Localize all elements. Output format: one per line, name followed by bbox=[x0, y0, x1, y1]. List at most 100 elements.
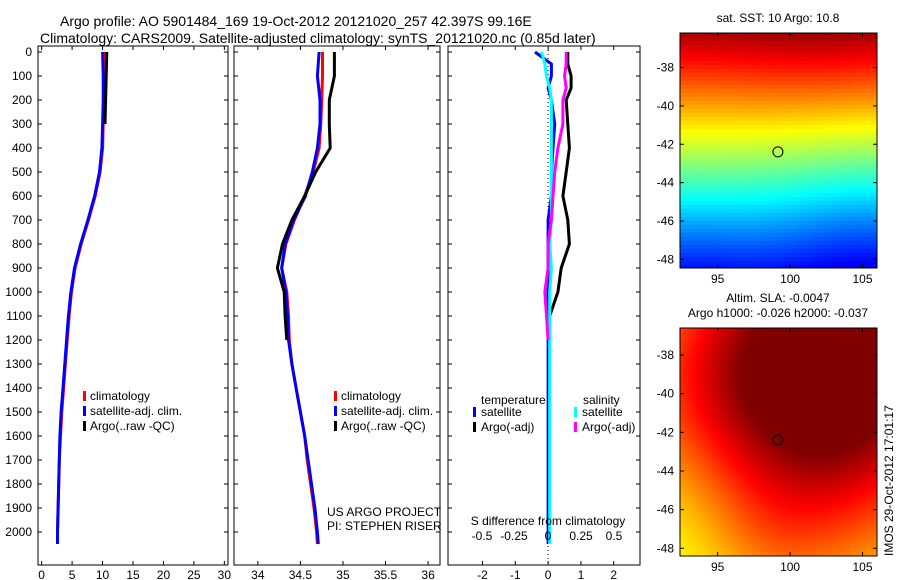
map-y-tick-label: -44 bbox=[657, 176, 675, 190]
legend-label: satellite-adj. clim. bbox=[90, 404, 182, 418]
legend-label: climatology bbox=[341, 389, 401, 403]
legend-label: Argo(..raw -QC) bbox=[90, 419, 175, 433]
project-annotation: US ARGO PROJECT bbox=[327, 505, 442, 519]
x-tick-label: 15 bbox=[126, 568, 140, 580]
x-tick-label: -1 bbox=[510, 568, 521, 580]
figure-title-line1: Argo profile: AO 5901484_169 19-Oct-2012… bbox=[60, 13, 532, 29]
argo-position-marker bbox=[772, 146, 784, 158]
y-tick-label: 700 bbox=[12, 213, 32, 227]
y-tick-label: 1400 bbox=[5, 381, 32, 395]
sst-map-title: sat. SST: 10 Argo: 10.8 bbox=[717, 11, 840, 25]
top-x-tick-label: 0.25 bbox=[569, 529, 593, 543]
legend-title-salinity: salinity bbox=[583, 393, 620, 407]
legend-swatch bbox=[334, 421, 337, 431]
y-tick-label: 1700 bbox=[5, 453, 32, 467]
map-x-tick-label: 95 bbox=[711, 560, 725, 574]
argo-position-marker bbox=[772, 434, 784, 446]
legend-swatch bbox=[334, 406, 337, 416]
map-y-tick-label: -46 bbox=[657, 214, 675, 228]
y-tick-label: 400 bbox=[12, 141, 32, 155]
map-y-tick-label: -40 bbox=[657, 387, 675, 401]
top-x-tick-label: 0 bbox=[545, 529, 552, 543]
map-x-tick-label: 105 bbox=[852, 272, 872, 286]
y-tick-label: 1000 bbox=[5, 285, 32, 299]
top-x-tick-label: -0.25 bbox=[500, 529, 528, 543]
legend-label: satellite bbox=[481, 405, 522, 419]
map-frame-sla-map bbox=[679, 327, 878, 557]
legend-title-temperature: temperature bbox=[481, 393, 546, 407]
map-x-tick-label: 95 bbox=[711, 272, 725, 286]
legend-label: Argo(-adj) bbox=[582, 420, 635, 434]
map-y-tick-label: -38 bbox=[657, 348, 675, 362]
figure-title-line2: Climatology: CARS2009. Satellite-adjuste… bbox=[40, 30, 596, 46]
y-tick-label: 1800 bbox=[5, 477, 32, 491]
map-y-tick-label: -46 bbox=[657, 503, 675, 517]
y-tick-label: 100 bbox=[12, 69, 32, 83]
legend-swatch bbox=[83, 421, 86, 431]
top-x-tick-label: -0.5 bbox=[472, 529, 493, 543]
map-y-tick-label: -44 bbox=[657, 464, 675, 478]
x-tick-label: 34 bbox=[251, 568, 265, 580]
series-line-satellite-adj-clim- bbox=[56, 51, 105, 544]
series-line-argo-raw-qc- bbox=[275, 52, 336, 341]
legend-swatch bbox=[473, 407, 476, 417]
x-tick-label: 36 bbox=[421, 568, 435, 580]
x-tick-label: 5 bbox=[69, 568, 76, 580]
legend-label: climatology bbox=[90, 389, 150, 403]
y-tick-label: 1900 bbox=[5, 501, 32, 515]
y-tick-label: 200 bbox=[12, 93, 32, 107]
series-line-temperature-argo-adj- bbox=[548, 52, 573, 317]
sla-map-image bbox=[680, 328, 877, 556]
legend-swatch bbox=[574, 422, 577, 432]
top-x-axis-label: S difference from climatology bbox=[471, 514, 626, 528]
x-tick-label: -2 bbox=[477, 568, 488, 580]
map-y-tick-label: -42 bbox=[657, 137, 675, 151]
sla-map-title-line2: Argo h1000: -0.026 h2000: -0.037 bbox=[688, 306, 868, 320]
pi-annotation: PI: STEPHEN RISER bbox=[327, 519, 442, 533]
y-tick-label: 1300 bbox=[5, 357, 32, 371]
legend-swatch bbox=[83, 391, 86, 401]
map-x-tick-label: 105 bbox=[852, 560, 872, 574]
legend-label: satellite-adj. clim. bbox=[341, 404, 433, 418]
map-y-tick-label: -48 bbox=[657, 541, 675, 555]
series-line-salinity-argo-adj- bbox=[543, 52, 568, 341]
y-tick-label: 1600 bbox=[5, 429, 32, 443]
x-tick-label: 1 bbox=[578, 568, 585, 580]
map-y-tick-label: -38 bbox=[657, 61, 675, 75]
x-tick-label: 0 bbox=[38, 568, 45, 580]
y-tick-label: 1100 bbox=[6, 309, 32, 323]
map-frame-sst-map bbox=[679, 32, 878, 269]
top-x-tick-label: 0.5 bbox=[606, 529, 623, 543]
legend-label: satellite bbox=[582, 405, 623, 419]
legend-label: Argo(-adj) bbox=[481, 420, 534, 434]
axes-box-salinity bbox=[233, 45, 441, 566]
x-tick-label: 30 bbox=[218, 568, 232, 580]
sst-map-image bbox=[680, 33, 877, 268]
imos-timestamp: IMOS 29-Oct-2012 17:01:17 bbox=[882, 405, 896, 556]
x-tick-label: 10 bbox=[96, 568, 110, 580]
map-x-tick-label: 100 bbox=[780, 560, 800, 574]
legend-swatch bbox=[574, 407, 577, 417]
x-tick-label: 25 bbox=[187, 568, 201, 580]
x-tick-label: 34.5 bbox=[289, 568, 313, 580]
y-tick-label: 1500 bbox=[5, 405, 32, 419]
map-y-tick-label: -42 bbox=[657, 425, 675, 439]
legend-swatch bbox=[83, 406, 86, 416]
y-tick-label: 600 bbox=[12, 189, 32, 203]
y-tick-label: 500 bbox=[12, 165, 32, 179]
map-y-tick-label: -40 bbox=[657, 99, 675, 113]
y-tick-label: 800 bbox=[12, 237, 32, 251]
x-tick-label: 35 bbox=[336, 568, 350, 580]
legend-swatch bbox=[473, 422, 476, 432]
sla-map-title-line1: Altim. SLA: -0.0047 bbox=[726, 291, 830, 305]
y-tick-label: 300 bbox=[12, 117, 32, 131]
map-y-tick-label: -48 bbox=[657, 252, 675, 266]
x-tick-label: 20 bbox=[157, 568, 171, 580]
map-x-tick-label: 100 bbox=[780, 272, 800, 286]
y-tick-label: 900 bbox=[12, 261, 32, 275]
y-tick-label: 0 bbox=[25, 45, 32, 59]
series-line-salinity-satellite bbox=[540, 51, 553, 544]
x-tick-label: 2 bbox=[610, 568, 617, 580]
